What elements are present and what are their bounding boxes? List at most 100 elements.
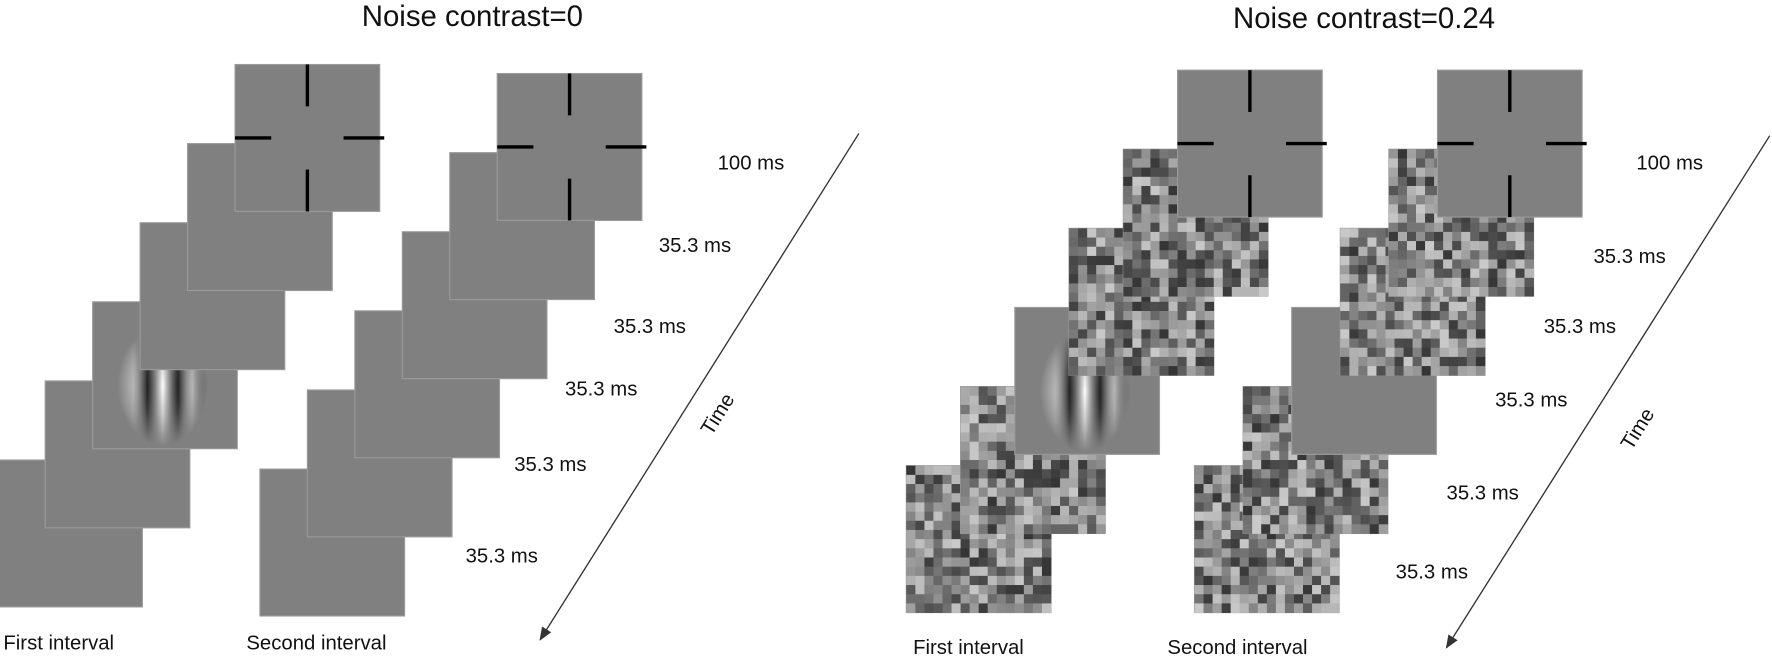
noise-cell (1349, 329, 1359, 339)
noise-cell (1315, 515, 1325, 525)
noise-cell (1105, 338, 1115, 349)
noise-cell (1266, 603, 1277, 613)
noise-cell (1204, 310, 1215, 321)
noise-cell (996, 469, 1007, 479)
noise-cell (1168, 149, 1178, 159)
noise-cell (1466, 366, 1477, 376)
noise-cell (1132, 241, 1142, 251)
noise-cell (1150, 366, 1160, 376)
noise-cell (1221, 484, 1232, 494)
noise-cell (1461, 231, 1471, 242)
noise-cell (1261, 441, 1271, 452)
noise-cell (1351, 469, 1361, 479)
noise-cell (996, 487, 1007, 498)
noise-cell (1221, 603, 1232, 613)
noise-cell (1186, 250, 1196, 260)
noise-cell (1303, 603, 1313, 613)
noise-cell (1123, 231, 1133, 242)
noise-cell (1123, 268, 1133, 279)
noise-cell (1212, 465, 1222, 476)
noise-cell (1443, 286, 1453, 297)
noise-cell (1005, 386, 1016, 397)
noise-cell (1261, 478, 1271, 488)
noise-cell (1168, 338, 1178, 349)
noise-cell (1261, 450, 1271, 461)
noise-cell (1041, 478, 1052, 488)
noise-cell (924, 511, 934, 522)
noise-cell (1087, 320, 1097, 330)
noise-cell (1524, 241, 1534, 251)
noise-cell (987, 575, 998, 586)
noise-cell (1315, 487, 1325, 498)
noise-cell (1342, 478, 1352, 488)
noise-cell (1186, 320, 1196, 330)
noise-cell (1340, 356, 1350, 367)
noise-cell (1434, 268, 1444, 279)
noise-cell (1132, 338, 1142, 349)
noise-cell (1186, 222, 1196, 233)
noise-cell (1497, 231, 1507, 242)
noise-cell (1412, 329, 1423, 339)
noise-cell (1195, 347, 1206, 358)
noise-cell (1240, 286, 1251, 297)
noise-cell (996, 432, 1007, 443)
noise-cell (1358, 329, 1368, 339)
noise-cell (1416, 185, 1426, 196)
noise-cell (1132, 213, 1142, 224)
noise-cell (1168, 204, 1178, 214)
noise-cell (1378, 460, 1389, 470)
noise-cell (1230, 594, 1241, 604)
noise-cell (1252, 423, 1262, 433)
noise-cell (1252, 524, 1262, 534)
noise-cell (1266, 557, 1277, 568)
noise-cell (969, 423, 980, 433)
noise-cell (1388, 149, 1399, 159)
noise-cell (1114, 338, 1124, 349)
noise-cell (1330, 603, 1340, 613)
noise-cell (1159, 347, 1169, 358)
noise-cell (1275, 529, 1286, 540)
noise-cell (1257, 585, 1268, 595)
noise-cell (1385, 301, 1395, 312)
noise-cell (1284, 585, 1295, 595)
noise-cell (1231, 286, 1242, 297)
noise-cell (906, 594, 916, 604)
noise-cell (1342, 469, 1352, 479)
noise-cell (1275, 575, 1286, 586)
noise-cell (1032, 469, 1043, 479)
noise-cell (1159, 222, 1169, 233)
noise-cell (1159, 204, 1169, 214)
noise-cell (906, 511, 916, 522)
noise-cell (1470, 241, 1480, 251)
noise-cell (1351, 496, 1361, 507)
noise-cell (1284, 529, 1295, 540)
noise-cell (1284, 575, 1295, 586)
noise-cell (987, 386, 998, 397)
noise-cell (1515, 259, 1525, 269)
noise-cell (1087, 515, 1097, 525)
noise-cell (906, 474, 916, 485)
noise-cell (1168, 213, 1178, 224)
noise-cell (1023, 594, 1034, 604)
noise-cell (1397, 286, 1408, 297)
noise-cell (1470, 286, 1480, 297)
noise-cell (1087, 524, 1097, 534)
noise-cell (915, 557, 925, 568)
noise-cell (1203, 465, 1213, 476)
noise-cell (1306, 496, 1316, 507)
noise-cell (1150, 149, 1160, 159)
noise-cell (915, 520, 925, 531)
noise-cell (1349, 283, 1359, 293)
noise-cell (1069, 292, 1079, 303)
noise-cell (1078, 292, 1088, 303)
duration-label: 35.3 ms (614, 316, 686, 338)
noise-cell (1434, 241, 1444, 251)
noise-cell (1349, 310, 1359, 321)
noise-cell (1275, 585, 1286, 595)
noise-cell (1069, 265, 1079, 275)
noise-cell (1515, 222, 1525, 233)
noise-cell (1114, 366, 1124, 376)
noise-cell (942, 603, 952, 613)
noise-cell (1243, 460, 1253, 470)
noise-cell (1388, 185, 1399, 196)
